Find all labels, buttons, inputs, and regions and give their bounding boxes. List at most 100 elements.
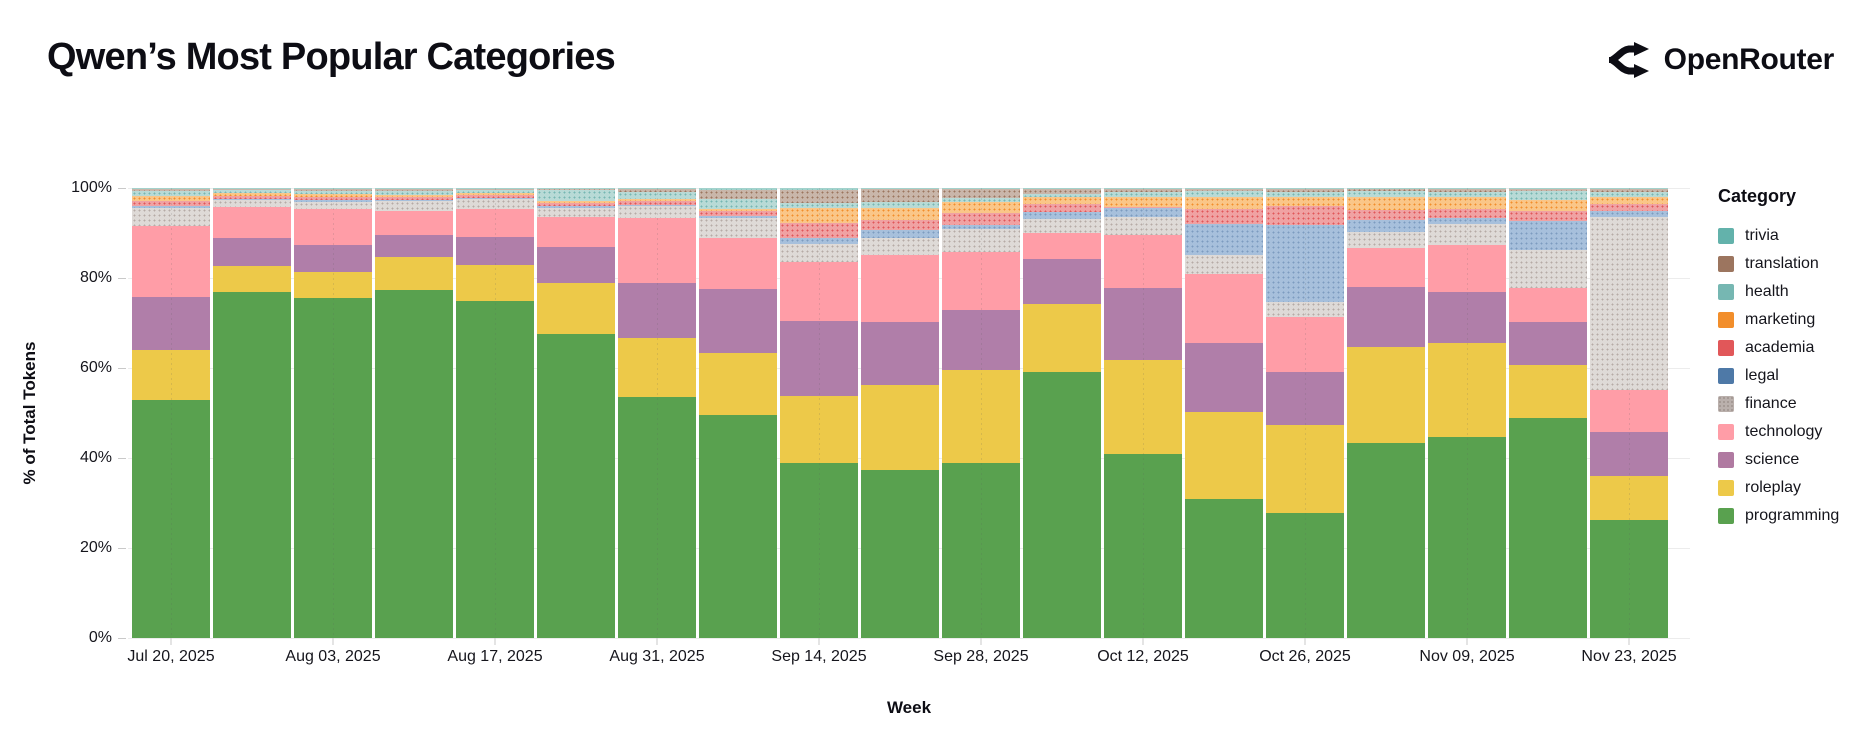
segment-trivia[interactable] xyxy=(456,188,534,189)
segment-legal[interactable] xyxy=(294,200,372,202)
segment-marketing[interactable] xyxy=(213,193,291,196)
segment-legal[interactable] xyxy=(1185,223,1263,256)
segment-health[interactable] xyxy=(1590,192,1668,198)
segment-academia[interactable] xyxy=(780,222,858,238)
segment-marketing[interactable] xyxy=(375,194,453,197)
segment-science[interactable] xyxy=(1509,321,1587,365)
segment-roleplay[interactable] xyxy=(537,283,615,335)
segment-marketing[interactable] xyxy=(132,195,210,201)
segment-technology[interactable] xyxy=(699,238,777,290)
segment-roleplay[interactable] xyxy=(942,369,1020,464)
segment-roleplay[interactable] xyxy=(780,395,858,463)
legend-item-science[interactable]: science xyxy=(1718,446,1873,474)
segment-health[interactable] xyxy=(1509,191,1587,200)
segment-roleplay[interactable] xyxy=(1509,364,1587,419)
segment-legal[interactable] xyxy=(456,197,534,200)
segment-trivia[interactable] xyxy=(780,188,858,190)
bar-sep-28-2025[interactable] xyxy=(942,188,1020,638)
segment-academia[interactable] xyxy=(1428,209,1506,219)
segment-translation[interactable] xyxy=(375,188,453,191)
segment-legal[interactable] xyxy=(699,215,777,219)
segment-programming[interactable] xyxy=(780,462,858,638)
segment-science[interactable] xyxy=(618,282,696,339)
bar-jul-20-2025[interactable] xyxy=(132,188,210,638)
legend-item-translation[interactable]: translation xyxy=(1718,250,1873,278)
segment-health[interactable] xyxy=(294,190,372,195)
segment-finance[interactable] xyxy=(1590,216,1668,391)
bar-aug-10-2025[interactable] xyxy=(375,188,453,638)
segment-trivia[interactable] xyxy=(375,188,453,189)
segment-health[interactable] xyxy=(861,201,939,209)
segment-trivia[interactable] xyxy=(1185,188,1263,189)
segment-science[interactable] xyxy=(1590,431,1668,477)
segment-technology[interactable] xyxy=(375,211,453,236)
segment-roleplay[interactable] xyxy=(456,265,534,302)
segment-academia[interactable] xyxy=(132,200,210,206)
segment-translation[interactable] xyxy=(132,189,210,192)
segment-programming[interactable] xyxy=(1266,513,1344,638)
segment-roleplay[interactable] xyxy=(132,350,210,400)
segment-academia[interactable] xyxy=(1590,203,1668,211)
segment-technology[interactable] xyxy=(1023,232,1101,259)
segment-programming[interactable] xyxy=(618,396,696,638)
segment-roleplay[interactable] xyxy=(375,256,453,291)
segment-marketing[interactable] xyxy=(456,193,534,196)
segment-legal[interactable] xyxy=(942,224,1020,230)
segment-finance[interactable] xyxy=(132,207,210,226)
segment-translation[interactable] xyxy=(213,188,291,191)
segment-translation[interactable] xyxy=(537,188,615,190)
segment-health[interactable] xyxy=(780,203,858,209)
segment-technology[interactable] xyxy=(861,255,939,322)
bar-oct-26-2025[interactable] xyxy=(1266,188,1344,638)
segment-finance[interactable] xyxy=(1185,255,1263,274)
segment-marketing[interactable] xyxy=(942,201,1020,214)
segment-roleplay[interactable] xyxy=(1266,425,1344,514)
segment-programming[interactable] xyxy=(861,470,939,638)
segment-health[interactable] xyxy=(375,190,453,195)
segment-academia[interactable] xyxy=(699,210,777,216)
legend-item-academia[interactable]: academia xyxy=(1718,334,1873,362)
bar-sep-07-2025[interactable] xyxy=(699,188,777,638)
segment-academia[interactable] xyxy=(1023,204,1101,213)
segment-translation[interactable] xyxy=(1266,189,1344,193)
segment-finance[interactable] xyxy=(618,206,696,219)
bar-sep-21-2025[interactable] xyxy=(861,188,939,638)
segment-technology[interactable] xyxy=(537,216,615,247)
segment-science[interactable] xyxy=(537,246,615,284)
segment-health[interactable] xyxy=(1428,191,1506,197)
segment-finance[interactable] xyxy=(1509,250,1587,289)
segment-translation[interactable] xyxy=(618,188,696,192)
bar-oct-19-2025[interactable] xyxy=(1185,188,1263,638)
segment-legal[interactable] xyxy=(132,205,210,208)
segment-roleplay[interactable] xyxy=(213,266,291,292)
segment-trivia[interactable] xyxy=(1104,188,1182,189)
segment-programming[interactable] xyxy=(699,414,777,638)
segment-marketing[interactable] xyxy=(861,208,939,220)
segment-translation[interactable] xyxy=(1590,189,1668,193)
segment-finance[interactable] xyxy=(375,201,453,212)
bar-nov-16-2025[interactable] xyxy=(1509,188,1587,638)
segment-trivia[interactable] xyxy=(1590,188,1668,190)
segment-marketing[interactable] xyxy=(780,208,858,223)
segment-marketing[interactable] xyxy=(1428,197,1506,210)
bar-oct-12-2025[interactable] xyxy=(1104,188,1182,638)
segment-marketing[interactable] xyxy=(1347,196,1425,211)
segment-marketing[interactable] xyxy=(537,201,615,203)
segment-finance[interactable] xyxy=(1023,219,1101,233)
segment-marketing[interactable] xyxy=(1590,197,1668,204)
segment-programming[interactable] xyxy=(294,297,372,638)
segment-programming[interactable] xyxy=(1104,453,1182,638)
segment-health[interactable] xyxy=(1266,192,1344,197)
segment-legal[interactable] xyxy=(1347,219,1425,232)
segment-academia[interactable] xyxy=(1104,206,1182,209)
segment-science[interactable] xyxy=(780,320,858,396)
segment-marketing[interactable] xyxy=(618,199,696,201)
segment-legal[interactable] xyxy=(375,199,453,202)
segment-health[interactable] xyxy=(699,199,777,210)
segment-trivia[interactable] xyxy=(1509,188,1587,189)
segment-finance[interactable] xyxy=(294,201,372,210)
segment-science[interactable] xyxy=(1185,342,1263,412)
segment-academia[interactable] xyxy=(456,195,534,198)
bar-nov-02-2025[interactable] xyxy=(1347,188,1425,638)
segment-programming[interactable] xyxy=(1590,520,1668,638)
